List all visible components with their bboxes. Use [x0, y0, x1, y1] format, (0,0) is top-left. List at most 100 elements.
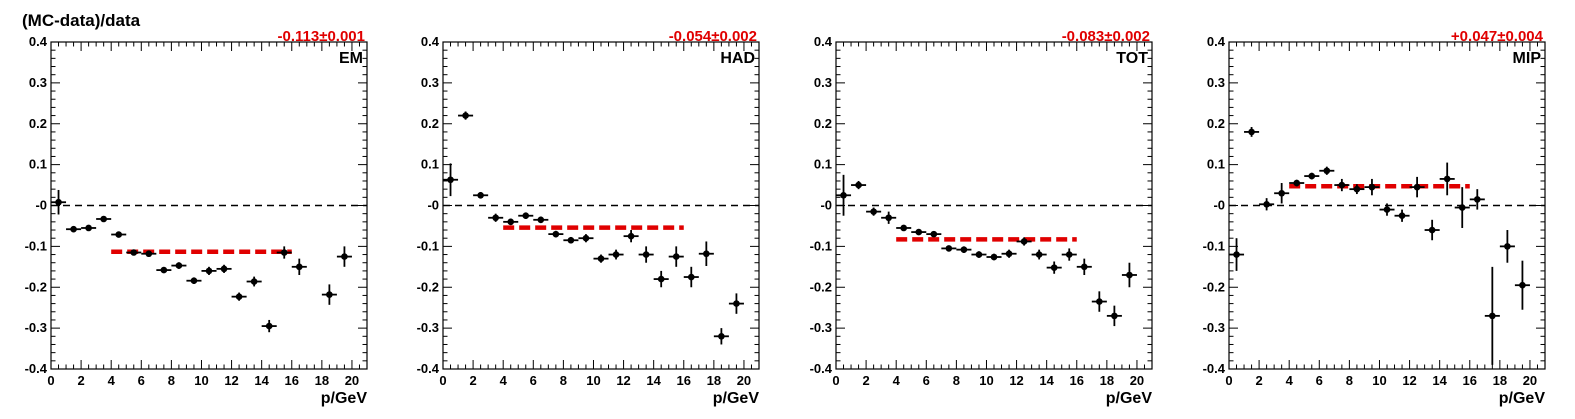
data-point [1016, 237, 1032, 246]
data-point [593, 254, 609, 263]
y-tick-label: -0.1 [417, 238, 439, 253]
panel-tot: 0.4 0.3 0.2 0.1 -0 -0.1 -0.2 -0.3 -0.40 2 4 6 8 10 12 1… [810, 28, 1153, 407]
data-point [1106, 305, 1122, 327]
data-point [563, 236, 579, 244]
panel-em: 0.4 0.3 0.2 0.1 -0 -0.1 -0.2 -0.3 -0.40 2 4 6 8 10 12 1… [25, 28, 368, 407]
data-point [578, 234, 594, 243]
data-point [1031, 249, 1047, 260]
data-point [443, 163, 459, 197]
data-point [473, 191, 489, 199]
data-point [713, 328, 729, 345]
data-point [1076, 258, 1092, 275]
data-point [1274, 183, 1290, 204]
point-marker [1111, 312, 1118, 320]
x-tick-label: 10 [194, 373, 208, 388]
data-point [653, 270, 669, 288]
point-marker [537, 216, 545, 224]
x-tick-label: 6 [138, 373, 145, 388]
data-point [1469, 189, 1485, 210]
point-marker [1504, 243, 1511, 250]
data-point [126, 249, 142, 256]
data-point [216, 264, 232, 273]
point-marker [657, 275, 665, 283]
x-tick-label: 8 [1346, 373, 1353, 388]
data-point [171, 262, 187, 269]
y-tick-label: 0.4 [1207, 34, 1226, 49]
x-tick-label: 0 [439, 373, 446, 388]
point-marker [1126, 271, 1133, 279]
point-marker [1383, 206, 1391, 213]
data-point [608, 249, 624, 260]
point-marker [597, 255, 605, 262]
y-tick-label: -0.1 [1203, 238, 1225, 253]
point-marker [945, 245, 953, 252]
y-tick-label: 0.2 [29, 116, 47, 131]
y-tick-label: 0.1 [29, 157, 47, 172]
fit-result-label: -0.083±0.002 [1062, 28, 1150, 45]
data-point [458, 111, 474, 120]
data-point [201, 266, 217, 275]
point-marker [1080, 263, 1088, 271]
point-marker [1233, 251, 1240, 258]
point-marker [1443, 175, 1451, 183]
y-tick-label: 0.2 [1207, 116, 1225, 131]
data-point [518, 212, 534, 220]
point-marker [1338, 181, 1346, 189]
data-point [896, 224, 912, 232]
point-marker [326, 291, 333, 298]
point-marker [672, 253, 680, 260]
point-marker [840, 191, 847, 199]
data-point [66, 225, 82, 233]
point-marker [115, 231, 123, 238]
x-tick-label: 12 [616, 373, 630, 388]
data-point [321, 284, 337, 305]
point-marker [870, 208, 877, 215]
point-marker [462, 112, 469, 119]
data-point [1379, 203, 1395, 216]
y-tick-label: 0.1 [421, 157, 439, 172]
y-axis-title: (MC-data)/data [22, 11, 141, 30]
panel-tag: MIP [1513, 50, 1542, 67]
data-point [156, 266, 172, 274]
data-point [836, 174, 852, 216]
data-point [503, 218, 519, 226]
y-tick-label: 0.3 [1207, 75, 1225, 90]
y-tick-label: 0.1 [1207, 157, 1225, 172]
point-marker [1050, 264, 1058, 271]
x-axis-title: p/GeV [321, 390, 368, 407]
y-tick-label: -0.2 [25, 279, 47, 294]
x-tick-label: 4 [1286, 373, 1294, 388]
point-marker [235, 293, 243, 300]
x-tick-label: 12 [224, 373, 238, 388]
x-tick-label: 14 [1432, 373, 1447, 388]
data-point [141, 250, 157, 258]
data-point [1394, 209, 1410, 222]
x-tick-label: 16 [1070, 373, 1084, 388]
x-tick-label: 10 [586, 373, 600, 388]
point-marker [703, 250, 710, 258]
point-marker [1263, 200, 1270, 208]
point-marker [100, 215, 107, 223]
point-marker [1458, 204, 1466, 211]
y-tick-label: 0.1 [814, 157, 832, 172]
x-tick-label: 18 [1493, 373, 1507, 388]
point-marker [130, 249, 138, 256]
point-marker [175, 262, 183, 269]
y-tick-label: -0.3 [810, 320, 832, 335]
y-tick-label: -0.1 [25, 238, 47, 253]
data-point [246, 276, 262, 287]
data-point [1001, 249, 1017, 258]
data-point [623, 230, 639, 243]
y-tick-label: 0.4 [421, 34, 440, 49]
x-tick-label: 2 [1255, 373, 1262, 388]
panel-tag: TOT [1116, 50, 1148, 67]
point-marker [477, 191, 484, 199]
data-point [1121, 262, 1137, 288]
y-tick-label: -0.4 [810, 361, 833, 376]
data-point [1439, 162, 1455, 196]
point-marker [70, 225, 77, 233]
y-tick-label: -0.1 [810, 238, 832, 253]
point-marker [522, 212, 530, 220]
y-tick-label: 0.3 [421, 75, 439, 90]
